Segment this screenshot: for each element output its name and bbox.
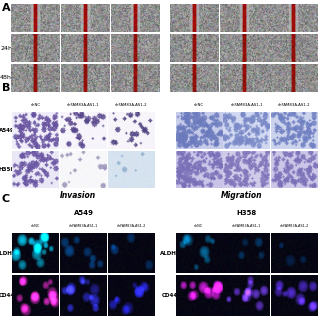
Text: shFAM83A-AS1-2: shFAM83A-AS1-2: [115, 103, 148, 107]
Text: shNC: shNC: [31, 103, 41, 107]
Text: shNC: shNC: [194, 224, 204, 228]
Text: CD44: CD44: [162, 293, 178, 298]
Text: H358: H358: [0, 167, 15, 172]
Text: shFAM83A-AS1-2: shFAM83A-AS1-2: [278, 103, 311, 107]
Text: Invasion: Invasion: [60, 191, 96, 200]
Text: A549: A549: [0, 128, 15, 133]
Text: A549: A549: [74, 210, 93, 216]
Text: CD44: CD44: [0, 293, 15, 298]
Text: C: C: [2, 194, 10, 204]
Text: shFAM83A-AS1-1: shFAM83A-AS1-1: [67, 103, 100, 107]
Text: shFAM83A-AS1-2: shFAM83A-AS1-2: [116, 224, 146, 228]
Text: B: B: [2, 83, 10, 93]
Text: ALDH1: ALDH1: [160, 251, 180, 256]
Text: A: A: [2, 3, 10, 13]
Text: shFAM83A-AS1-1: shFAM83A-AS1-1: [232, 224, 261, 228]
Text: shNC: shNC: [194, 103, 204, 107]
Text: 24h: 24h: [0, 45, 12, 51]
Text: shNC: shNC: [31, 224, 40, 228]
Text: 48h: 48h: [0, 76, 12, 80]
Text: H358: H358: [236, 210, 257, 216]
Text: shFAM83A-AS1-1: shFAM83A-AS1-1: [69, 224, 98, 228]
Text: shFAM83A-AS1-2: shFAM83A-AS1-2: [280, 224, 309, 228]
Text: Migration: Migration: [221, 191, 262, 200]
Text: ALDH1: ALDH1: [0, 251, 17, 256]
Text: shFAM83A-AS1-1: shFAM83A-AS1-1: [230, 103, 263, 107]
